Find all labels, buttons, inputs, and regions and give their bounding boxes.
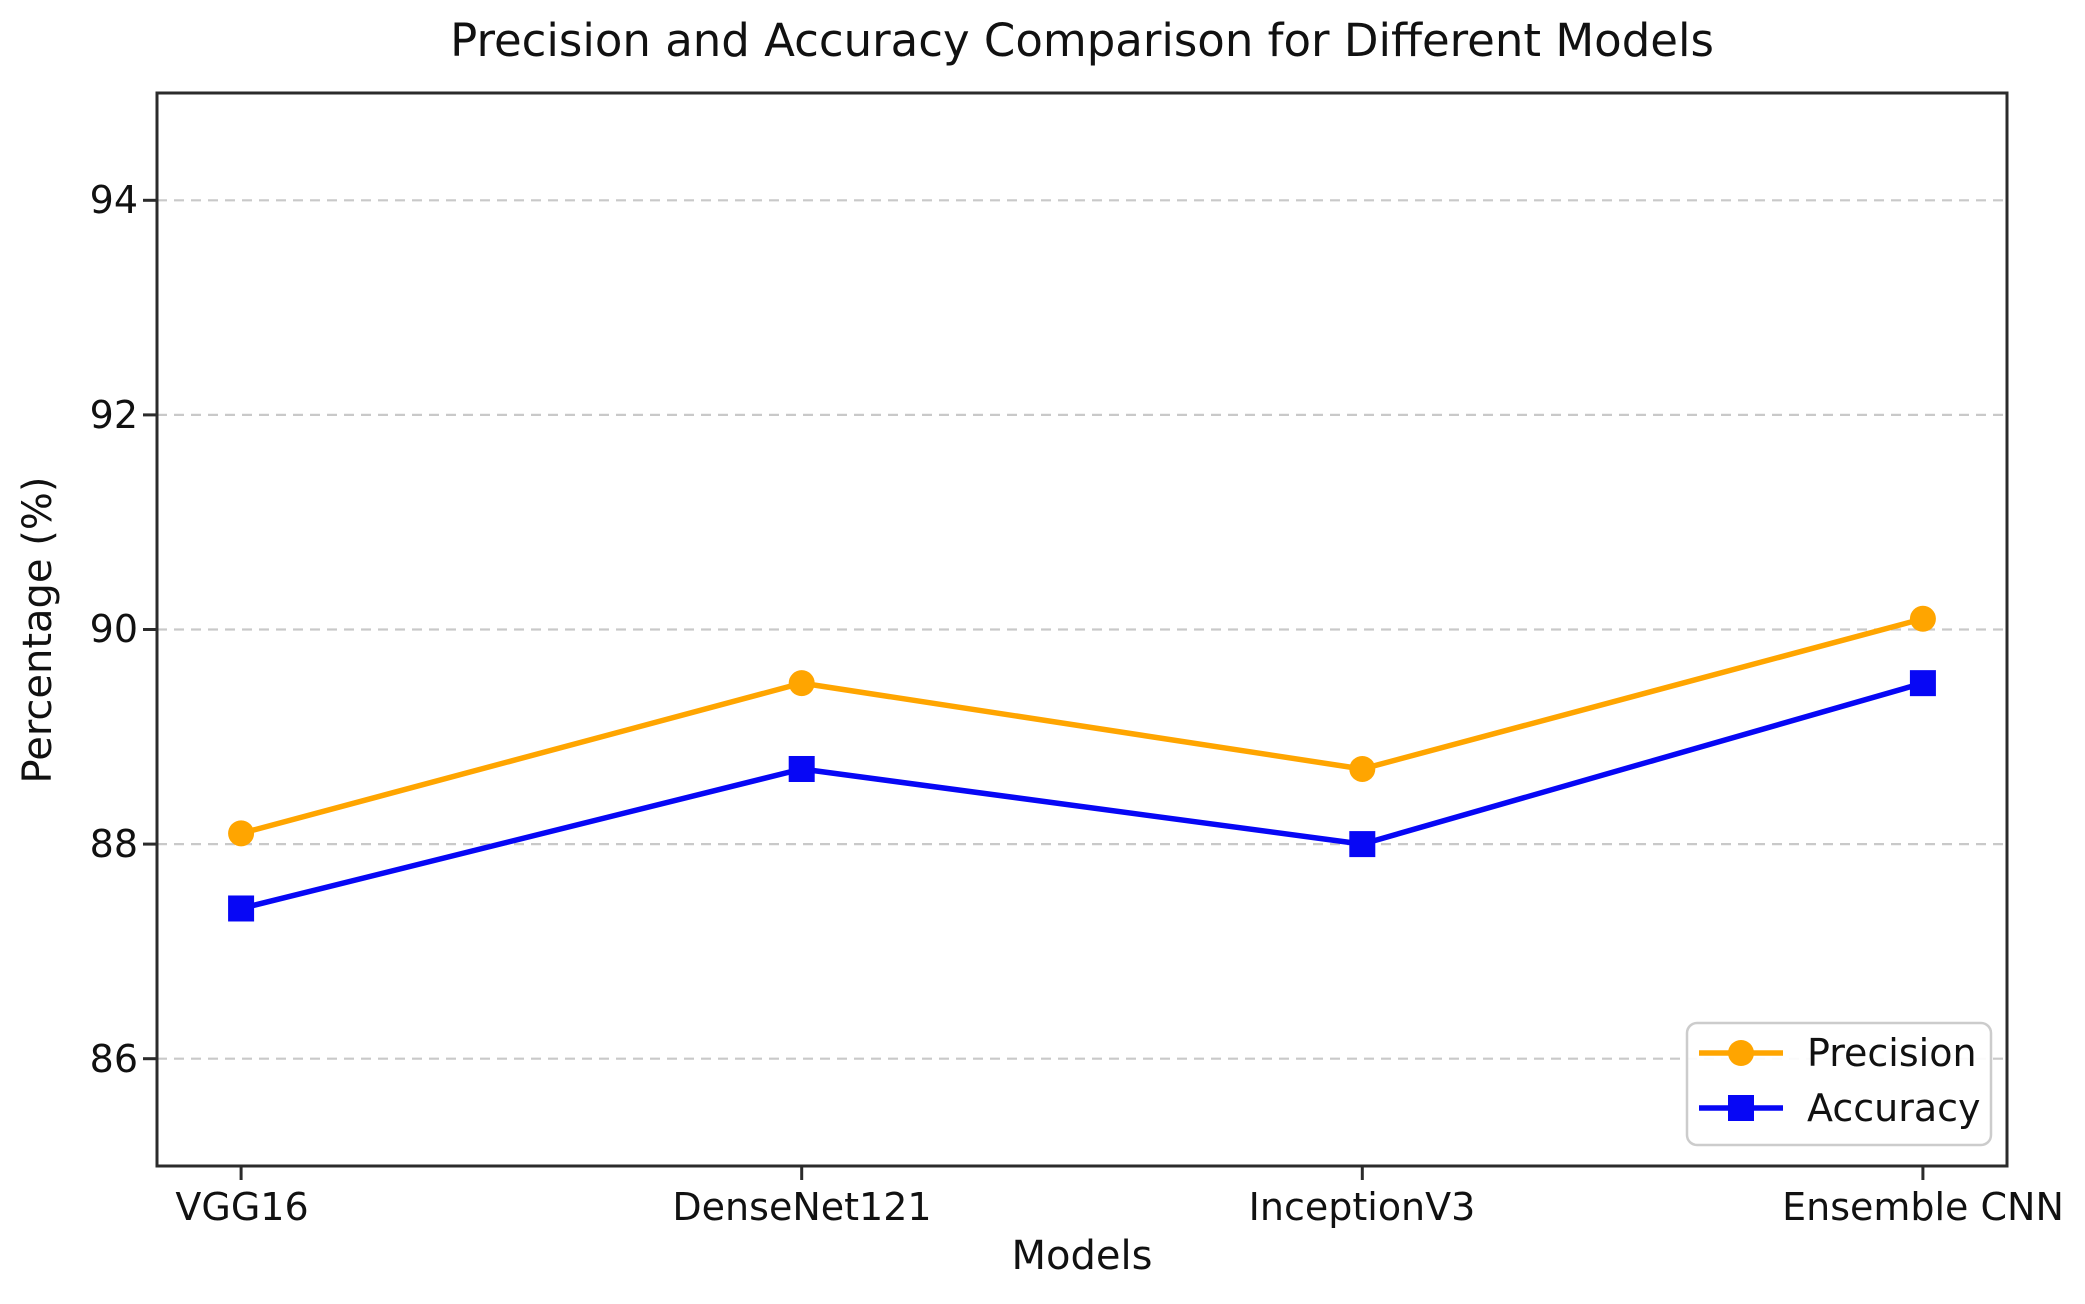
- precision-marker: [1349, 755, 1376, 782]
- y-tick-label-92: 92: [89, 393, 138, 437]
- x-tick-label-vgg16: VGG16: [175, 1185, 309, 1229]
- accuracy-marker: [788, 755, 815, 782]
- accuracy-marker: [1909, 670, 1936, 697]
- accuracy-marker: [1349, 831, 1376, 858]
- legend-marker-precision: [1728, 1040, 1754, 1066]
- y-tick-label-94: 94: [89, 178, 138, 222]
- accuracy-marker: [228, 895, 255, 922]
- x-axis-label: Models: [1011, 1233, 1153, 1279]
- legend-label-precision: Precision: [1807, 1031, 1977, 1075]
- x-tick-label-inceptionv3: InceptionV3: [1248, 1185, 1476, 1229]
- x-tick-label-densenet121: DenseNet121: [672, 1185, 932, 1229]
- legend-marker-accuracy: [1728, 1095, 1754, 1121]
- y-tick-label-88: 88: [89, 822, 138, 866]
- accuracy-line: [238, 680, 1926, 912]
- x-tick-label-ensemble-cnn: Ensemble CNN: [1782, 1185, 2064, 1229]
- y-tick-label-86: 86: [89, 1037, 138, 1081]
- precision-marker: [228, 820, 255, 847]
- legend-label-accuracy: Accuracy: [1807, 1086, 1981, 1130]
- precision-line: [238, 616, 1926, 837]
- y-tick-label-90: 90: [89, 607, 138, 651]
- precision-marker: [1909, 605, 1936, 632]
- precision-marker: [788, 670, 815, 697]
- chart-title: Precision and Accuracy Comparison for Di…: [450, 14, 1714, 67]
